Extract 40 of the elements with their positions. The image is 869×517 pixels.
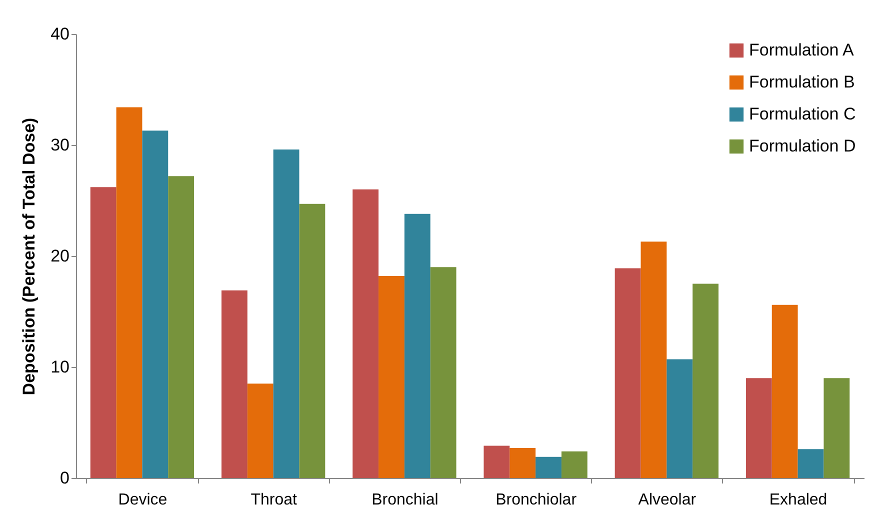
bar bbox=[299, 204, 326, 478]
legend-label: Formulation C bbox=[749, 104, 856, 124]
y-axis-title: Deposition (Percent of Total Dose) bbox=[20, 118, 39, 396]
y-tick-label: 40 bbox=[50, 24, 70, 44]
legend-label: Formulation D bbox=[749, 136, 856, 156]
x-tick-label: Device bbox=[118, 492, 168, 508]
bar bbox=[640, 242, 667, 478]
bar bbox=[824, 378, 850, 478]
bar bbox=[484, 446, 510, 478]
bar bbox=[430, 267, 456, 478]
x-tick-label: Bronchial bbox=[372, 492, 438, 508]
bar bbox=[798, 449, 824, 478]
y-tick-label: 20 bbox=[50, 246, 70, 266]
bar bbox=[536, 456, 562, 478]
x-tick-label: Bronchiolar bbox=[496, 492, 578, 508]
x-tick-label: Alveolar bbox=[638, 492, 697, 508]
bar bbox=[352, 189, 379, 478]
bar bbox=[90, 187, 116, 478]
legend-label: Formulation A bbox=[749, 40, 855, 60]
y-tick-label: 30 bbox=[50, 136, 70, 154]
bar bbox=[561, 451, 588, 478]
bar bbox=[510, 448, 536, 478]
x-tick-label: Throat bbox=[250, 492, 298, 508]
bar bbox=[142, 130, 168, 478]
bar bbox=[273, 149, 300, 478]
bar bbox=[666, 359, 693, 478]
bar bbox=[247, 384, 274, 478]
y-tick-label: 10 bbox=[50, 358, 70, 376]
bar bbox=[746, 378, 772, 478]
bar bbox=[404, 214, 430, 478]
y-tick-label: 0 bbox=[60, 468, 70, 488]
bar bbox=[614, 268, 641, 478]
bar bbox=[116, 107, 142, 478]
bar bbox=[692, 284, 719, 478]
legend-label: Formulation B bbox=[749, 72, 855, 92]
bar bbox=[221, 290, 248, 478]
bar bbox=[168, 176, 194, 478]
bar bbox=[378, 276, 404, 478]
bar bbox=[772, 304, 798, 478]
x-tick-label: Exhaled bbox=[769, 492, 828, 508]
